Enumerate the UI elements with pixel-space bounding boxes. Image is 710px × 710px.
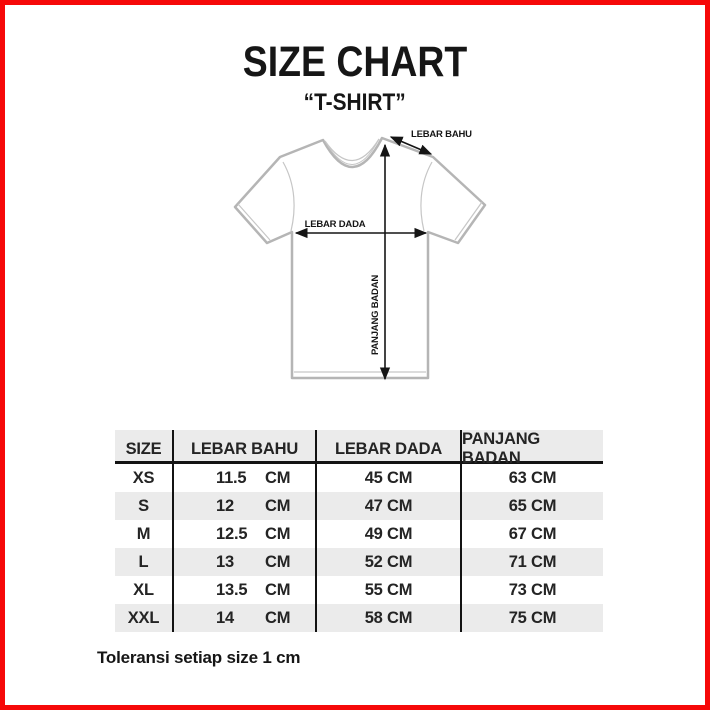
cell-panjang-badan: 67 CM [460,520,603,548]
cell-lebar-dada: 52 CM [315,548,460,576]
cell-lebar-bahu: 14 CM [172,604,315,632]
table-row: XXL 14 CM 58 CM 75 CM [115,604,603,632]
tshirt-measurement-diagram: LEBAR DADA LEBAR BAHU PANJANG BADAN [233,129,487,381]
size-table-header: SIZE LEBAR BAHU LEBAR DADA PANJANG BADAN [115,430,603,468]
cell-panjang-badan: 73 CM [460,576,603,604]
cell-panjang-badan: 63 CM [460,464,603,492]
header-size: SIZE [125,439,162,458]
cell-panjang-badan: 71 CM [460,548,603,576]
collar-inner-line [324,138,380,162]
collar-inner-line [324,138,380,165]
size-table: SIZE LEBAR BAHU LEBAR DADA PANJANG BADAN… [115,430,603,632]
shoulder-label: LEBAR BAHU [411,129,472,140]
cell-lebar-bahu: 13.5 CM [172,576,315,604]
cell-size: L [138,552,149,571]
table-row: XL 13.5 CM 55 CM 73 CM [115,576,603,604]
cell-lebar-dada: 49 CM [315,520,460,548]
shoulder-value: 11.5 [216,468,247,487]
cell-size: XS [132,468,155,487]
cell-lebar-dada: 58 CM [315,604,460,632]
size-table-body: XS 11.5 CM 45 CM 63 CM S 12 CM 47 CM 65 … [115,464,603,632]
left-armhole-seam [282,161,295,232]
cell-panjang-badan: 75 CM [460,604,603,632]
shoulder-unit: CM [265,580,291,599]
shoulder-unit: CM [265,608,291,627]
cell-lebar-bahu: 12 CM [172,492,315,520]
shoulder-unit: CM [265,552,291,571]
page-subtitle-text: “T-SHIRT” [303,89,407,116]
shoulder-unit: CM [265,496,291,515]
cell-size: M [136,524,151,543]
length-label: PANJANG BADAN [370,275,381,355]
right-armhole-seam [420,161,433,232]
cell-size: S [138,496,149,515]
cell-panjang-badan: 65 CM [460,492,603,520]
table-row: XS 11.5 CM 45 CM 63 CM [115,464,603,492]
chest-label: LEBAR DADA [305,219,366,230]
cell-lebar-dada: 47 CM [315,492,460,520]
table-row: S 12 CM 47 CM 65 CM [115,492,603,520]
cell-lebar-bahu: 12.5 CM [172,520,315,548]
table-row: L 13 CM 52 CM 71 CM [115,548,603,576]
cell-lebar-dada: 45 CM [315,464,460,492]
cell-lebar-dada: 55 CM [315,576,460,604]
header-lebar-dada: LEBAR DADA [315,430,460,468]
tshirt-outline [233,136,487,380]
shoulder-value: 12 [216,496,234,515]
page-title-text: SIZE CHART [242,38,468,86]
table-row: M 12.5 CM 49 CM 67 CM [115,520,603,548]
header-lebar-bahu: LEBAR BAHU [172,430,315,468]
shoulder-value: 13.5 [216,580,248,599]
shoulder-value: 14 [216,608,234,627]
cell-lebar-bahu: 11.5 CM [172,464,315,492]
shoulder-value: 12.5 [216,524,248,543]
right-cuff-seam [454,201,483,241]
shoulder-arrow [389,136,433,155]
cell-size: XL [133,580,154,599]
left-cuff-seam [237,203,271,241]
cell-lebar-bahu: 13 CM [172,548,315,576]
header-panjang-badan: PANJANG BADAN [460,430,603,468]
page-subtitle: “T-SHIRT” [5,89,705,116]
tolerance-note: Toleransi setiap size 1 cm [97,648,301,667]
cell-size: XXL [127,608,160,627]
shoulder-unit: CM [265,524,291,543]
shoulder-unit: CM [265,468,291,487]
shoulder-value: 13 [216,552,234,571]
page-title: SIZE CHART [5,41,705,84]
